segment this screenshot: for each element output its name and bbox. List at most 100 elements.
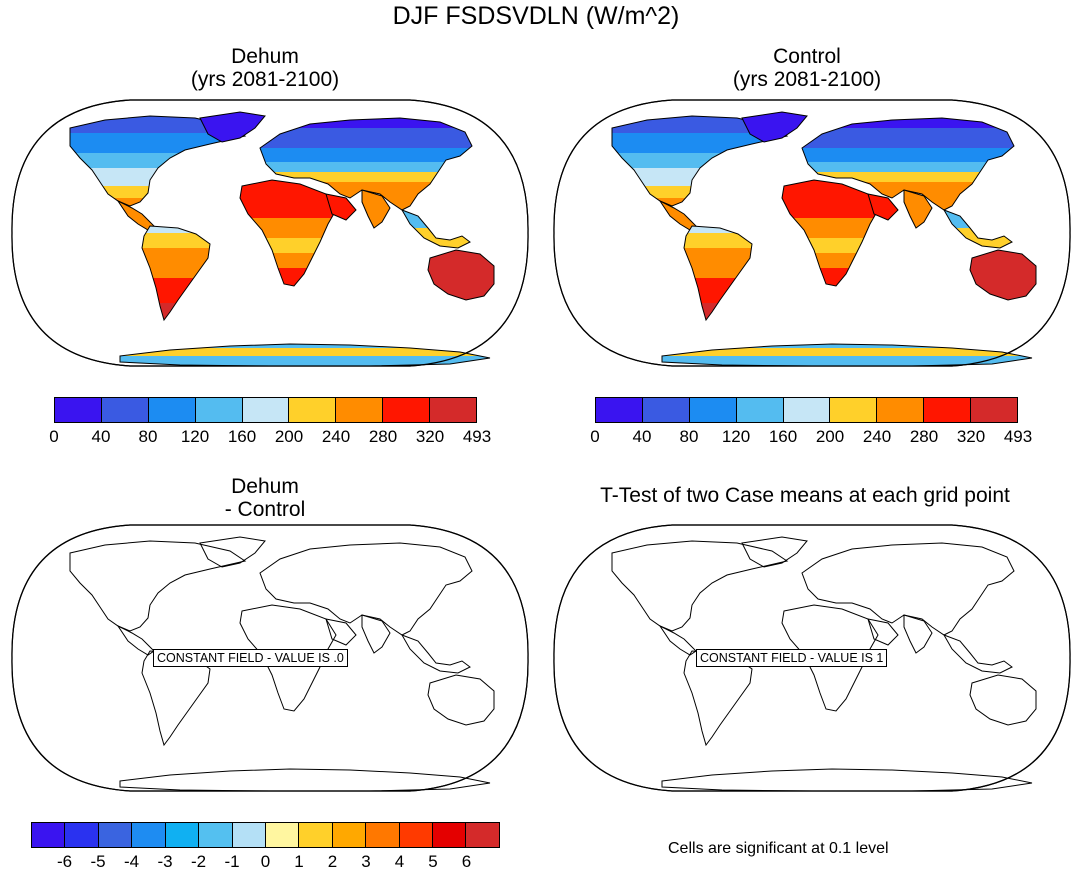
landmass-greenland: [199, 536, 266, 568]
colorbar-difference: [31, 822, 500, 848]
coastline-australia: [969, 674, 1037, 726]
value-band: [142, 226, 210, 233]
coastline-australia: [969, 249, 1037, 301]
colorbar-tick-label: 5: [428, 852, 438, 871]
coastline-australia: [427, 249, 495, 301]
coastline-samerica: [683, 225, 753, 322]
landmass-eurasia: [259, 542, 473, 636]
coastline-antarctica: [119, 343, 491, 367]
colorbar-control: [595, 397, 1018, 423]
colorbar-tick-label: 493: [1003, 427, 1033, 446]
coastline-seasia: [942, 634, 1013, 674]
landmass-australia: [969, 674, 1037, 726]
colorbar-tick-label: 493: [462, 427, 492, 446]
colorbar-cell: [232, 823, 266, 847]
colorbar-cell: [336, 398, 384, 422]
colorbar-cell: [430, 398, 477, 422]
value-band: [684, 233, 752, 248]
coastline-greenland: [741, 536, 808, 568]
map-border: [553, 524, 1071, 792]
colorbar-tick-label: -2: [190, 852, 207, 871]
colorbar-tick-label: 0: [590, 427, 600, 446]
landmass-namerica: [69, 540, 247, 632]
coastline-eurasia: [259, 542, 473, 636]
coastline-australia: [427, 674, 495, 726]
landmass-seasia: [400, 634, 471, 674]
colorbar-cell: [132, 823, 166, 847]
value-band: [802, 148, 1014, 162]
landmass-antarctica: [119, 343, 491, 367]
significance-note: Cells are significant at 0.1 level: [668, 840, 889, 857]
colorbar-tick-label: 6: [461, 852, 472, 871]
value-band: [260, 118, 472, 128]
colorbar-tick-label: 200: [815, 427, 845, 446]
panel-title-control: Control (yrs 2081-2100): [652, 45, 962, 91]
panel-title-diff-line1: Dehum: [231, 475, 299, 498]
map-border: [11, 524, 529, 792]
colorbar-tick-label: 2: [327, 852, 338, 871]
landmass-eurasia: [801, 542, 1015, 636]
coastline-africa: [239, 179, 337, 287]
coastline-antarctica: [119, 768, 491, 792]
value-band: [260, 172, 472, 182]
colorbar-tick-label: -5: [90, 852, 106, 871]
coastline-antarctica: [661, 768, 1033, 792]
value-band: [260, 162, 472, 172]
coastline-india: [903, 614, 933, 654]
landmass-greenland: [741, 536, 808, 568]
colorbar-tick-label: 80: [138, 427, 158, 446]
coastline-arabia: [867, 618, 899, 646]
panel-title-diff: Dehum - Control: [110, 475, 420, 521]
coastline-eurasia: [801, 117, 1015, 211]
panel-title-diff-line2: - Control: [224, 498, 306, 521]
coastline-arabia: [867, 193, 899, 221]
colorbar-cell: [32, 823, 66, 847]
map-border: [11, 99, 529, 367]
value-band: [120, 348, 490, 356]
value-band: [684, 226, 752, 233]
colorbar-cell: [689, 398, 737, 422]
constant-field-label-ttest: CONSTANT FIELD - VALUE IS 1: [696, 649, 888, 667]
panel-title-ttest: T-Test of two Case means at each grid po…: [600, 484, 1010, 507]
colorbar-tick-label: 0: [260, 852, 271, 871]
colorbar-cell: [55, 398, 102, 422]
colorbar-cell: [399, 823, 434, 847]
coastline-india: [361, 614, 391, 654]
value-band: [802, 172, 1014, 182]
colorbar-cell: [971, 398, 1018, 422]
map-dehum: [11, 99, 529, 367]
colorbar-tick-label: 120: [721, 427, 751, 446]
colorbar-cell: [433, 823, 467, 847]
value-band: [802, 118, 1014, 128]
coastline-india: [361, 189, 391, 229]
colorbar-tick-label: 160: [227, 427, 257, 446]
colorbar-cell: [366, 823, 400, 847]
landmass-arabia: [867, 618, 899, 646]
colorbar-tick-label: -3: [157, 852, 173, 871]
colorbar-tick-label: 120: [180, 427, 210, 446]
map-control: [553, 99, 1071, 367]
colorbar-cell: [736, 398, 784, 422]
colorbar-tick-label: 3: [361, 852, 371, 871]
colorbar-cell: [242, 398, 290, 422]
colorbar-cell: [783, 398, 831, 422]
colorbar-tick-label: -1: [224, 852, 240, 871]
colorbar-cell: [877, 398, 925, 422]
colorbar-tick-label: 280: [909, 427, 939, 446]
colorbar-cell: [830, 398, 878, 422]
coastline-greenland: [199, 111, 266, 143]
colorbar-cell: [466, 823, 499, 847]
value-band: [802, 128, 1014, 148]
colorbar-cell: [924, 398, 972, 422]
colorbar-tick-label: 80: [679, 427, 699, 446]
coastline-greenland: [199, 536, 266, 568]
coastline-namerica: [611, 540, 789, 632]
colorbar-tick-label: 4: [394, 852, 405, 871]
colorbar-tick-label: 240: [862, 427, 892, 446]
colorbar-tick-label: 320: [956, 427, 986, 446]
panel-title-control-line1: Control: [773, 45, 841, 68]
landmass-india: [903, 614, 933, 654]
landmass-arabia: [325, 618, 357, 646]
landmass-seasia: [942, 634, 1013, 674]
coastline-greenland: [741, 111, 808, 143]
